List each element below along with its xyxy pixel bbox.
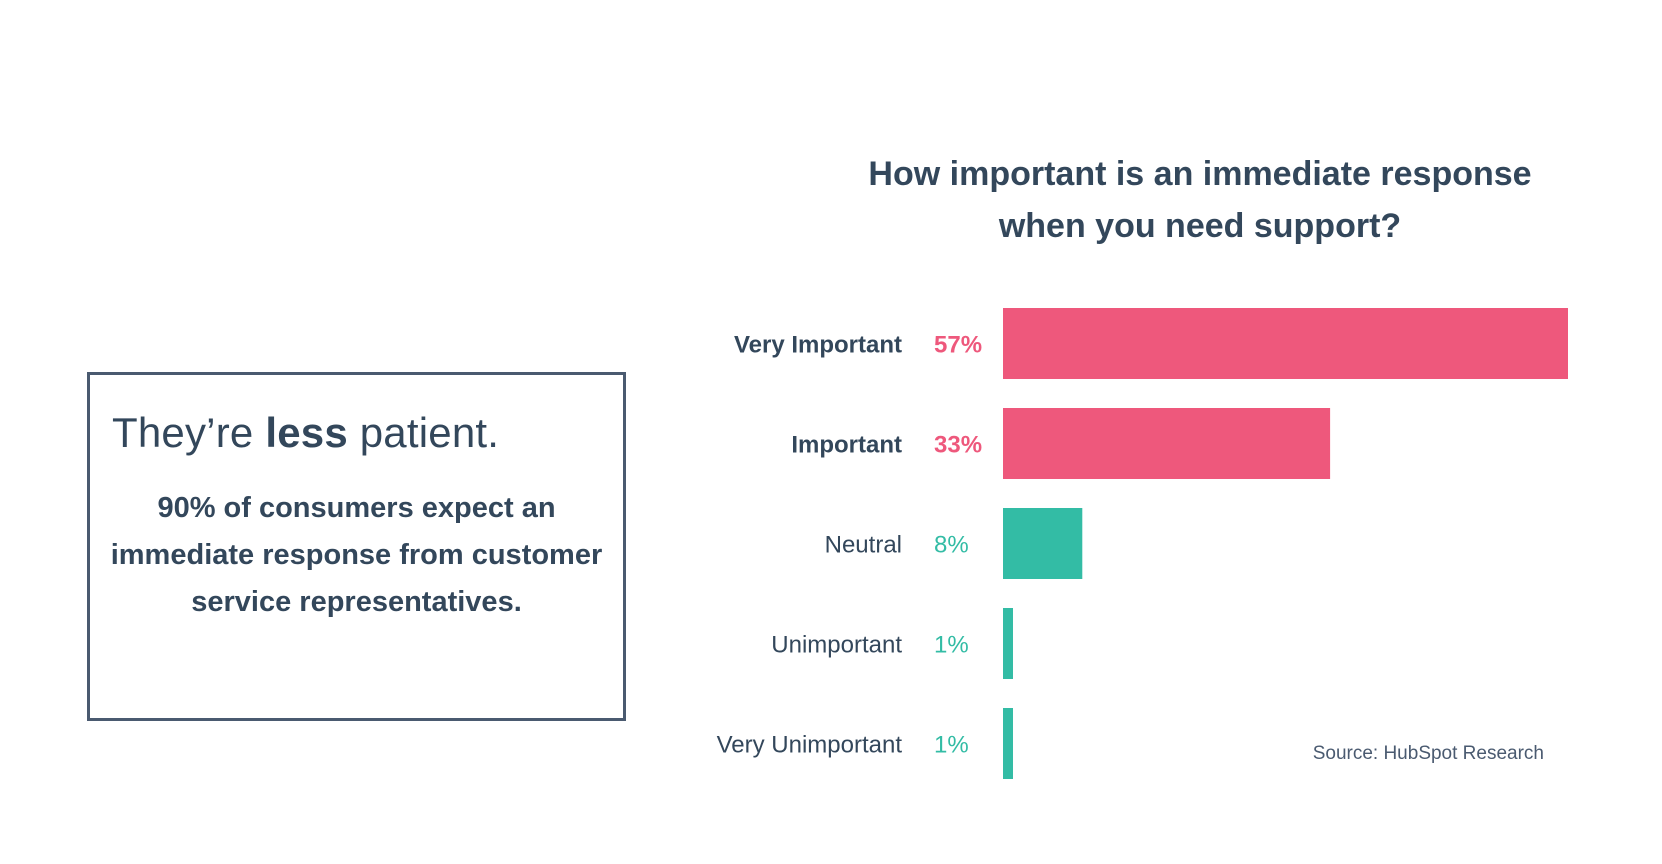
source-note: Source: HubSpot Research bbox=[1312, 743, 1544, 764]
headline-bold: less bbox=[265, 409, 348, 456]
category-label: Neutral bbox=[825, 532, 902, 559]
value-label: 33% bbox=[934, 432, 982, 459]
bar bbox=[1003, 608, 1013, 679]
chart-title-line2: when you need support? bbox=[998, 207, 1402, 245]
bar bbox=[1003, 308, 1568, 379]
bar bbox=[1003, 408, 1331, 479]
category-label: Important bbox=[791, 432, 902, 459]
headline-pre: They’re bbox=[112, 409, 266, 456]
chart-title-line1: How important is an immediate response bbox=[868, 155, 1532, 193]
value-label: 1% bbox=[934, 732, 969, 759]
bar bbox=[1003, 708, 1013, 779]
category-label: Very Unimportant bbox=[717, 732, 903, 759]
headline-post: patient. bbox=[347, 409, 500, 456]
bar bbox=[1003, 508, 1083, 579]
chart-title: How important is an immediate response w… bbox=[780, 148, 1620, 252]
category-label: Unimportant bbox=[771, 632, 902, 659]
callout-body: 90% of consumers expect an immediate res… bbox=[110, 492, 603, 618]
value-label: 8% bbox=[934, 532, 969, 559]
callout-headline: They’re less patient. bbox=[112, 409, 499, 457]
value-label: 1% bbox=[934, 632, 969, 659]
category-label: Very Important bbox=[734, 332, 902, 359]
callout-box: They’re less patient. 90% of consumers e… bbox=[87, 372, 626, 721]
value-label: 57% bbox=[934, 332, 982, 359]
